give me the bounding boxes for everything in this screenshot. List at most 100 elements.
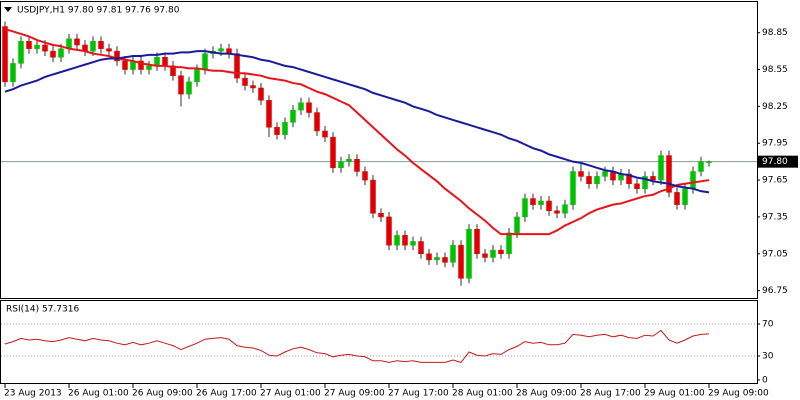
x-tick-label: 26 Aug 09:00: [132, 389, 193, 399]
candle-body: [50, 50, 56, 58]
candle-body: [674, 192, 680, 205]
candle-body: [242, 77, 248, 86]
candle-body: [626, 173, 632, 185]
candle-body: [522, 198, 528, 218]
candle-body: [154, 57, 160, 67]
candle-body: [306, 102, 312, 113]
candle-body: [274, 127, 280, 135]
x-tick-label: 27 Aug 01:00: [260, 389, 321, 399]
y-tick-label: 98.25: [762, 102, 788, 112]
candle-body: [426, 253, 432, 261]
candle-body: [666, 155, 672, 193]
candle-body: [682, 188, 688, 205]
candle-body: [194, 69, 200, 83]
candle-body: [570, 171, 576, 205]
candle-body: [178, 75, 184, 95]
y-tick-label: 97.95: [762, 139, 788, 149]
candle-body: [42, 44, 48, 52]
menu-arrow: [4, 7, 12, 12]
x-tick-label: 26 Aug 17:00: [196, 389, 257, 399]
x-tick-label: 23 Aug 2013: [4, 389, 62, 399]
candle-body: [586, 176, 592, 185]
candle-body: [642, 176, 648, 189]
candle-body: [314, 112, 320, 132]
y-tick-label: 97.05: [762, 249, 788, 259]
rsi-panel: [0, 300, 758, 384]
y-tick-label: 70: [762, 320, 774, 330]
candle-body: [354, 158, 360, 172]
rsi-line: [4, 329, 710, 363]
candle-body: [138, 60, 144, 70]
candle-body: [282, 122, 288, 135]
x-tick-label: 28 Aug 09:00: [516, 389, 577, 399]
y-tick-label: 96.75: [762, 286, 788, 296]
y-tick-label: 98.85: [762, 28, 788, 38]
current-price-box: [758, 155, 798, 168]
candle-body: [346, 158, 352, 162]
candle-body: [338, 161, 344, 169]
candle-body: [186, 81, 192, 95]
x-tick-label: 28 Aug 01:00: [452, 389, 513, 399]
candle-body: [514, 216, 520, 234]
candle-body: [18, 41, 24, 64]
candle-body: [546, 200, 552, 212]
candle-body: [554, 210, 560, 214]
candle-body: [330, 136, 336, 169]
candle-body: [402, 235, 408, 246]
candle-body: [370, 179, 376, 214]
candle-body: [634, 183, 640, 189]
candle-body: [146, 65, 152, 70]
y-tick-label: 97.65: [762, 176, 788, 186]
candle-body: [394, 235, 400, 246]
candle-body: [34, 44, 40, 49]
candle-body: [466, 228, 472, 279]
candle-body: [2, 26, 8, 83]
candle-body: [594, 176, 600, 185]
y-tick-label: 30: [762, 352, 774, 362]
x-tick-label: 26 Aug 01:00: [68, 389, 129, 399]
candle-body: [258, 87, 264, 101]
candle-body: [506, 232, 512, 255]
candle-body: [58, 48, 64, 58]
candle-body: [98, 41, 104, 49]
x-tick-label: 27 Aug 17:00: [388, 389, 449, 399]
candle-body: [106, 48, 112, 52]
candle-body: [290, 109, 296, 123]
candle-body: [562, 204, 568, 214]
candle-body: [474, 228, 480, 255]
candle-body: [218, 48, 224, 52]
candle-body: [490, 249, 496, 258]
candle-body: [10, 63, 16, 83]
x-tick-label: 29 Aug 09:00: [708, 389, 769, 399]
moving-average-line: [4, 50, 710, 194]
candle-body: [170, 65, 176, 76]
candle-body: [498, 249, 504, 255]
candle-body: [450, 244, 456, 263]
candle-body: [410, 241, 416, 246]
candle-body: [650, 176, 656, 181]
candle-body: [530, 198, 536, 205]
candle-body: [362, 171, 368, 181]
x-tick-label: 27 Aug 09:00: [324, 389, 385, 399]
price-panel: [0, 1, 758, 299]
candle-body: [538, 200, 544, 205]
candle-body: [418, 241, 424, 255]
candle-body: [250, 85, 256, 89]
candle-body: [266, 100, 272, 128]
y-tick-label: 98.55: [762, 65, 788, 75]
candle-body: [26, 41, 32, 49]
candle-body: [122, 60, 128, 70]
candle-body: [482, 253, 488, 258]
indicator-title: RSI(14) 57.7316: [6, 305, 79, 315]
candle-body: [378, 213, 384, 218]
y-tick-label: 0: [762, 376, 768, 386]
candle-body: [234, 53, 240, 79]
candle-body: [322, 130, 328, 138]
current-price-label: 97.80: [762, 157, 788, 167]
moving-average-line: [4, 28, 710, 236]
candle-body: [690, 171, 696, 189]
candle-body: [202, 53, 208, 70]
candle-body: [90, 41, 96, 52]
candle-body: [706, 161, 712, 163]
